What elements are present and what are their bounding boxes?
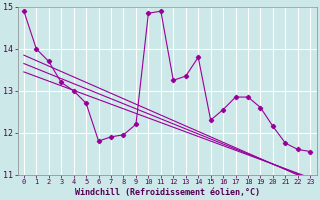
X-axis label: Windchill (Refroidissement éolien,°C): Windchill (Refroidissement éolien,°C) <box>75 188 260 197</box>
